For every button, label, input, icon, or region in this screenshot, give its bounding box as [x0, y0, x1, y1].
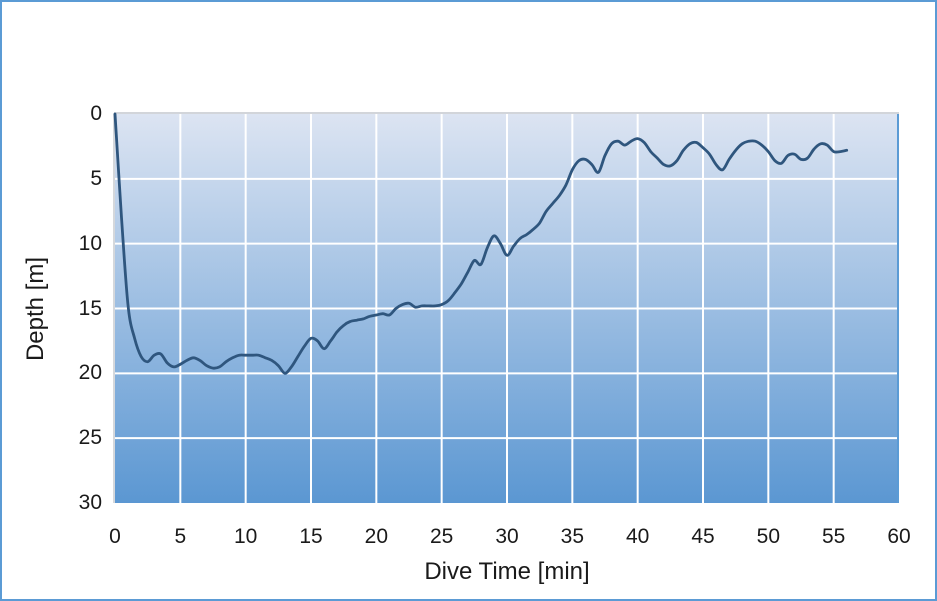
- x-tick-label: 15: [299, 525, 323, 548]
- x-tick-label: 45: [691, 525, 715, 548]
- x-tick-label: 50: [756, 525, 780, 548]
- x-tick-label: 60: [887, 525, 911, 548]
- x-tick-label: 10: [233, 525, 258, 548]
- y-tick-label: 5: [90, 166, 102, 190]
- y-tick-label: 0: [90, 102, 102, 125]
- y-tick-label: 20: [78, 361, 102, 385]
- y-axis-title: Depth [m]: [22, 256, 49, 362]
- x-tick-label: 25: [429, 525, 454, 548]
- x-tick-label: 30: [495, 525, 519, 548]
- dive-profile-line: [113, 112, 849, 375]
- x-axis-title: Dive Time [min]: [424, 558, 590, 585]
- x-tick-label: 20: [364, 525, 388, 548]
- x-tick-label: 40: [625, 525, 650, 548]
- y-tick-label: 10: [78, 231, 102, 255]
- x-tick-label: 5: [174, 525, 187, 548]
- x-tick-label: 35: [560, 525, 584, 548]
- x-tick-label: 0: [109, 525, 121, 548]
- y-tick-label: 30: [78, 491, 102, 514]
- y-tick-label: 15: [78, 296, 102, 320]
- x-tick-label: 55: [821, 525, 846, 548]
- y-tick-label: 25: [78, 426, 102, 450]
